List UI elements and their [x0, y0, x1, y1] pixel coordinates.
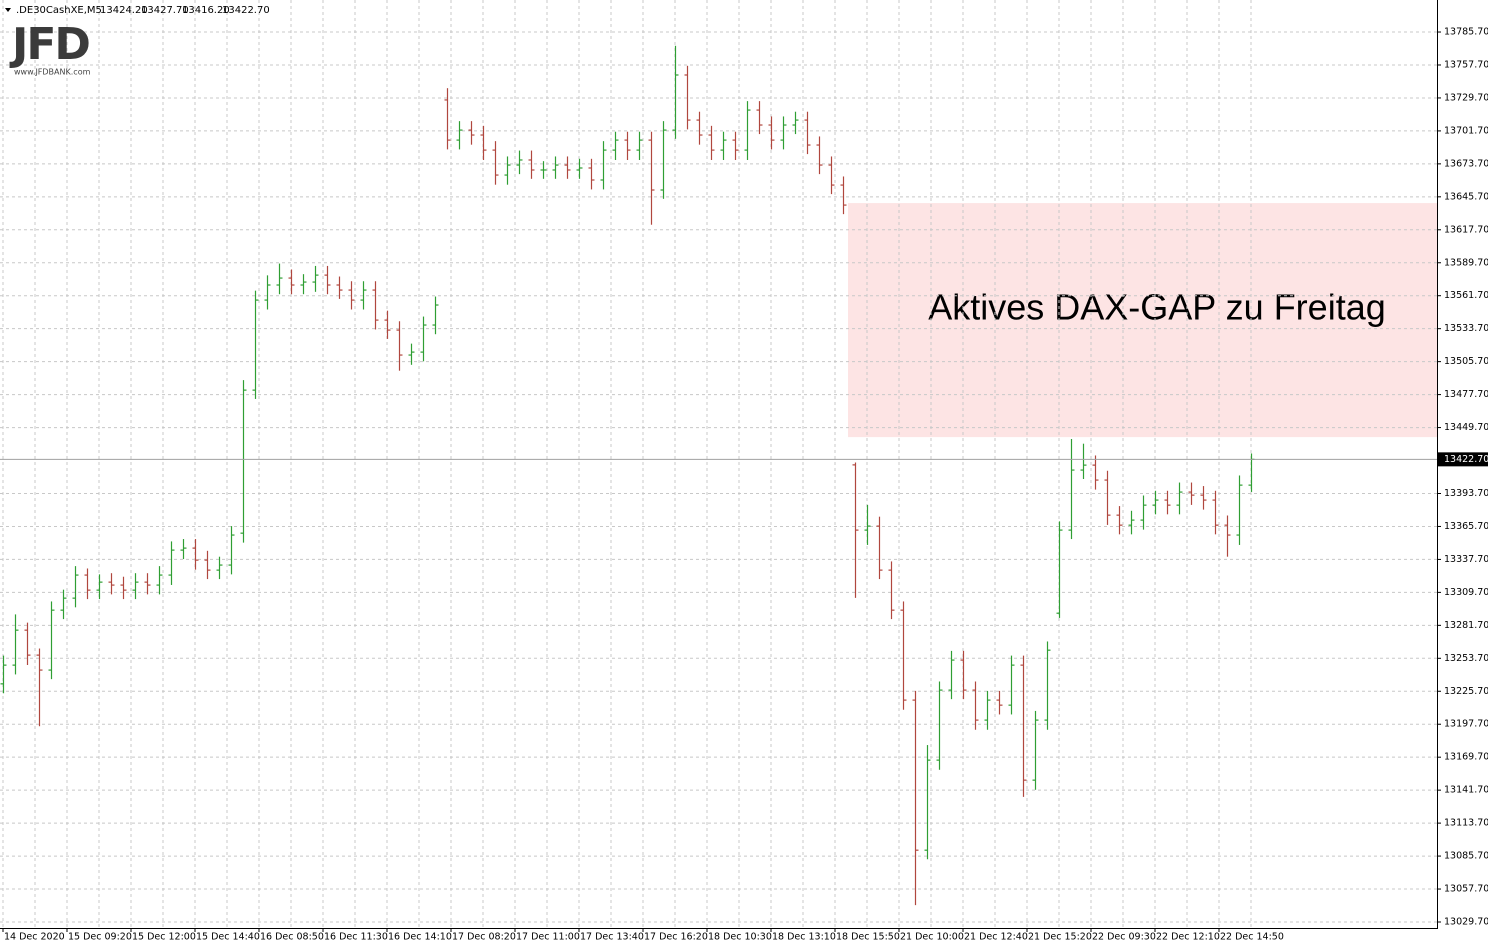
- x-tick-label: 22 Dec 12:10: [1156, 932, 1220, 943]
- x-tick-label: 15 Dec 12:00: [132, 932, 196, 943]
- x-tick-label: 15 Dec 09:20: [68, 932, 132, 943]
- y-tick-label: 13561.70: [1444, 290, 1488, 301]
- y-tick-label: 13449.70: [1444, 422, 1488, 433]
- x-tick-label: 16 Dec 14:10: [388, 932, 452, 943]
- x-tick-label: 16 Dec 08:50: [260, 932, 324, 943]
- x-tick-label: 18 Dec 15:50: [836, 932, 900, 943]
- grid-layer: [0, 0, 1437, 928]
- ohlc-close: 13422.70: [222, 5, 270, 16]
- symbol: .DE30CashXE,M5: [16, 5, 102, 16]
- y-tick-label: 13253.70: [1444, 653, 1488, 664]
- x-tick-label: 21 Dec 15:20: [1028, 932, 1092, 943]
- y-tick-label: 13197.70: [1444, 719, 1488, 730]
- current-price-box: [1438, 452, 1488, 467]
- y-tick-label: 13533.70: [1444, 323, 1488, 334]
- y-tick-label: 13141.70: [1444, 785, 1488, 796]
- y-tick-label: 13589.70: [1444, 257, 1488, 268]
- ohlc-open: 13424.20: [100, 5, 148, 16]
- y-tick-label: 13281.70: [1444, 620, 1488, 631]
- y-tick-label: 13477.70: [1444, 389, 1488, 400]
- zone-label: Aktives DAX-GAP zu Freitag: [928, 287, 1386, 328]
- y-tick-label: 13617.70: [1444, 224, 1488, 235]
- x-tick-label: 18 Dec 13:10: [772, 932, 836, 943]
- y-tick-label: 13085.70: [1444, 851, 1488, 862]
- y-tick-label: 13785.70: [1444, 27, 1488, 38]
- y-tick-label: 13057.70: [1444, 884, 1488, 895]
- y-tick-label: 13029.70: [1444, 916, 1488, 927]
- zone-layer: Aktives DAX-GAP zu Freitag: [848, 203, 1437, 438]
- y-tick-label: 13505.70: [1444, 356, 1488, 367]
- logo-url: www.JFDBANK.com: [14, 68, 91, 77]
- x-tick-label: 21 Dec 12:40: [964, 932, 1028, 943]
- gap-zone: [848, 203, 1437, 438]
- y-tick-label: 13169.70: [1444, 752, 1488, 763]
- x-tick-label: 17 Dec 13:40: [580, 932, 644, 943]
- x-tick-label: 15 Dec 14:40: [196, 932, 260, 943]
- y-tick-label: 13225.70: [1444, 686, 1488, 697]
- menu-arrow[interactable]: [5, 8, 11, 12]
- x-tick-label: 22 Dec 14:50: [1220, 932, 1284, 943]
- x-tick-label: 17 Dec 11:00: [516, 932, 580, 943]
- y-tick-label: 13365.70: [1444, 521, 1488, 532]
- y-tick-label: 13393.70: [1444, 488, 1488, 499]
- x-tick-label: 17 Dec 08:20: [452, 932, 516, 943]
- current-price-label: 13422.70: [1444, 454, 1488, 465]
- logo: JFD: [9, 19, 89, 70]
- ohlc-high: 13427.70: [141, 5, 189, 16]
- y-tick-label: 13645.70: [1444, 191, 1488, 202]
- x-tick-label: 21 Dec 10:00: [900, 932, 964, 943]
- bar-layer: [0, 45, 1255, 906]
- y-tick-label: 13673.70: [1444, 158, 1488, 169]
- y-tick-label: 13309.70: [1444, 587, 1488, 598]
- x-tick-label: 17 Dec 16:20: [644, 932, 708, 943]
- ohlc-low: 13416.20: [182, 5, 230, 16]
- y-tick-label: 13113.70: [1444, 818, 1488, 829]
- x-tick-label: 18 Dec 10:30: [708, 932, 772, 943]
- x-tick-label: 14 Dec 2020: [4, 932, 65, 943]
- y-tick-label: 13729.70: [1444, 92, 1488, 103]
- x-tick-label: 16 Dec 11:30: [324, 932, 388, 943]
- y-tick-label: 13337.70: [1444, 554, 1488, 565]
- x-tick-label: 22 Dec 09:30: [1092, 932, 1156, 943]
- y-tick-label: 13757.70: [1444, 59, 1488, 70]
- y-tick-label: 13701.70: [1444, 125, 1488, 136]
